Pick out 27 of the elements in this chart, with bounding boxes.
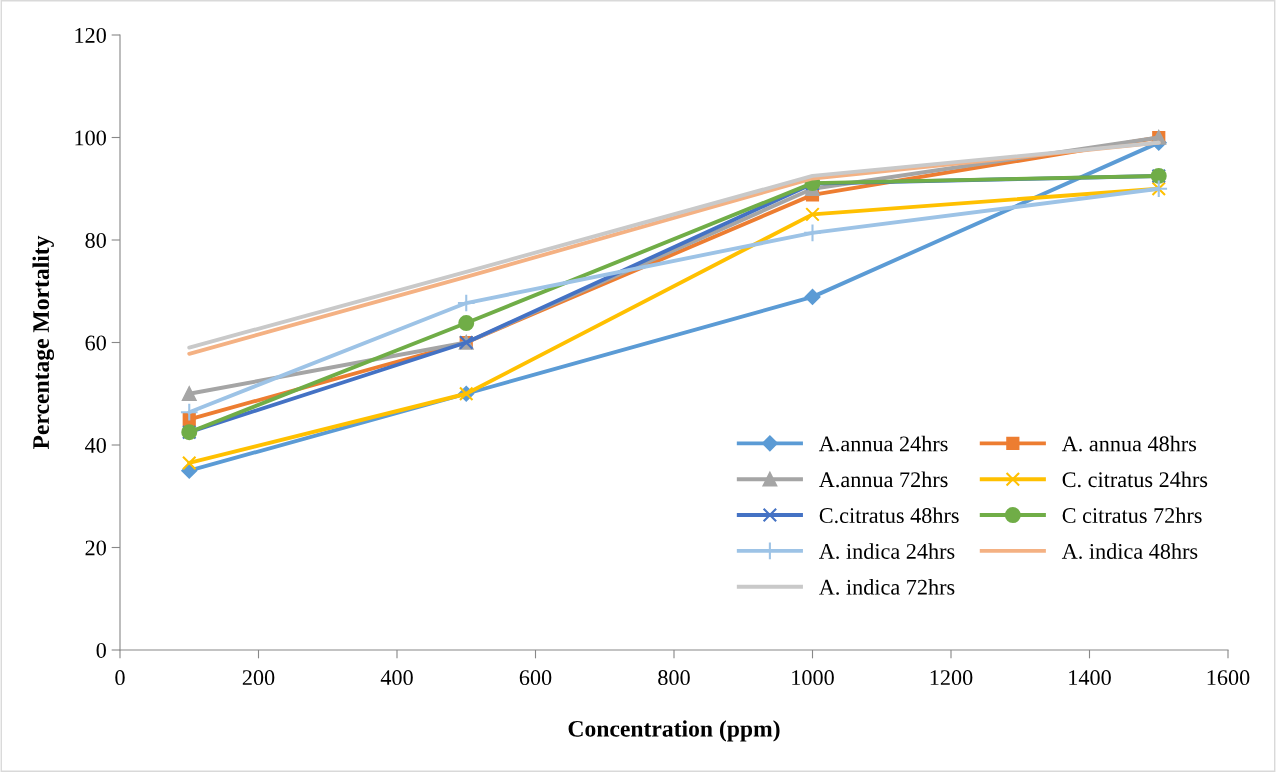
legend-label: A. indica 48hrs <box>1061 543 1198 559</box>
y-axis-title: Percentage Mortality <box>32 235 55 450</box>
legend-label: A.annua 24hrs <box>818 435 948 452</box>
x-tick-label: 0 <box>115 670 125 686</box>
legend-label: A. annua 48hrs <box>1061 435 1197 452</box>
y-tick-label: 60 <box>85 335 106 351</box>
legend-label: C.citratus 48hrs <box>819 507 959 524</box>
legend-label: C. citratus 24hrs <box>1062 471 1208 488</box>
x-tick-label: 1600 <box>1207 670 1250 686</box>
y-tick-label: 20 <box>85 540 106 556</box>
x-tick-label: 1400 <box>1069 670 1111 686</box>
x-axis-title: Concentration (ppm) <box>568 720 780 742</box>
legend-label: A.annua 72hrs <box>818 471 948 488</box>
y-tick-label: 40 <box>85 437 106 453</box>
y-tick-label: 80 <box>85 232 106 248</box>
legend-label: A. indica 24hrs <box>818 543 955 559</box>
x-tick-label: 200 <box>242 670 275 686</box>
x-tick-label: 600 <box>519 670 552 686</box>
legend-label: A. indica 72hrs <box>818 579 955 595</box>
legend-label: C citratus 72hrs <box>1062 507 1202 524</box>
x-tick-label: 1200 <box>930 670 973 686</box>
x-tick-label: 1000 <box>792 670 834 686</box>
y-tick-label: 100 <box>75 130 106 146</box>
y-tick-label: 120 <box>75 27 106 43</box>
y-tick-label: 0 <box>96 642 106 658</box>
x-tick-label: 800 <box>658 670 690 686</box>
x-tick-label: 400 <box>380 670 413 686</box>
